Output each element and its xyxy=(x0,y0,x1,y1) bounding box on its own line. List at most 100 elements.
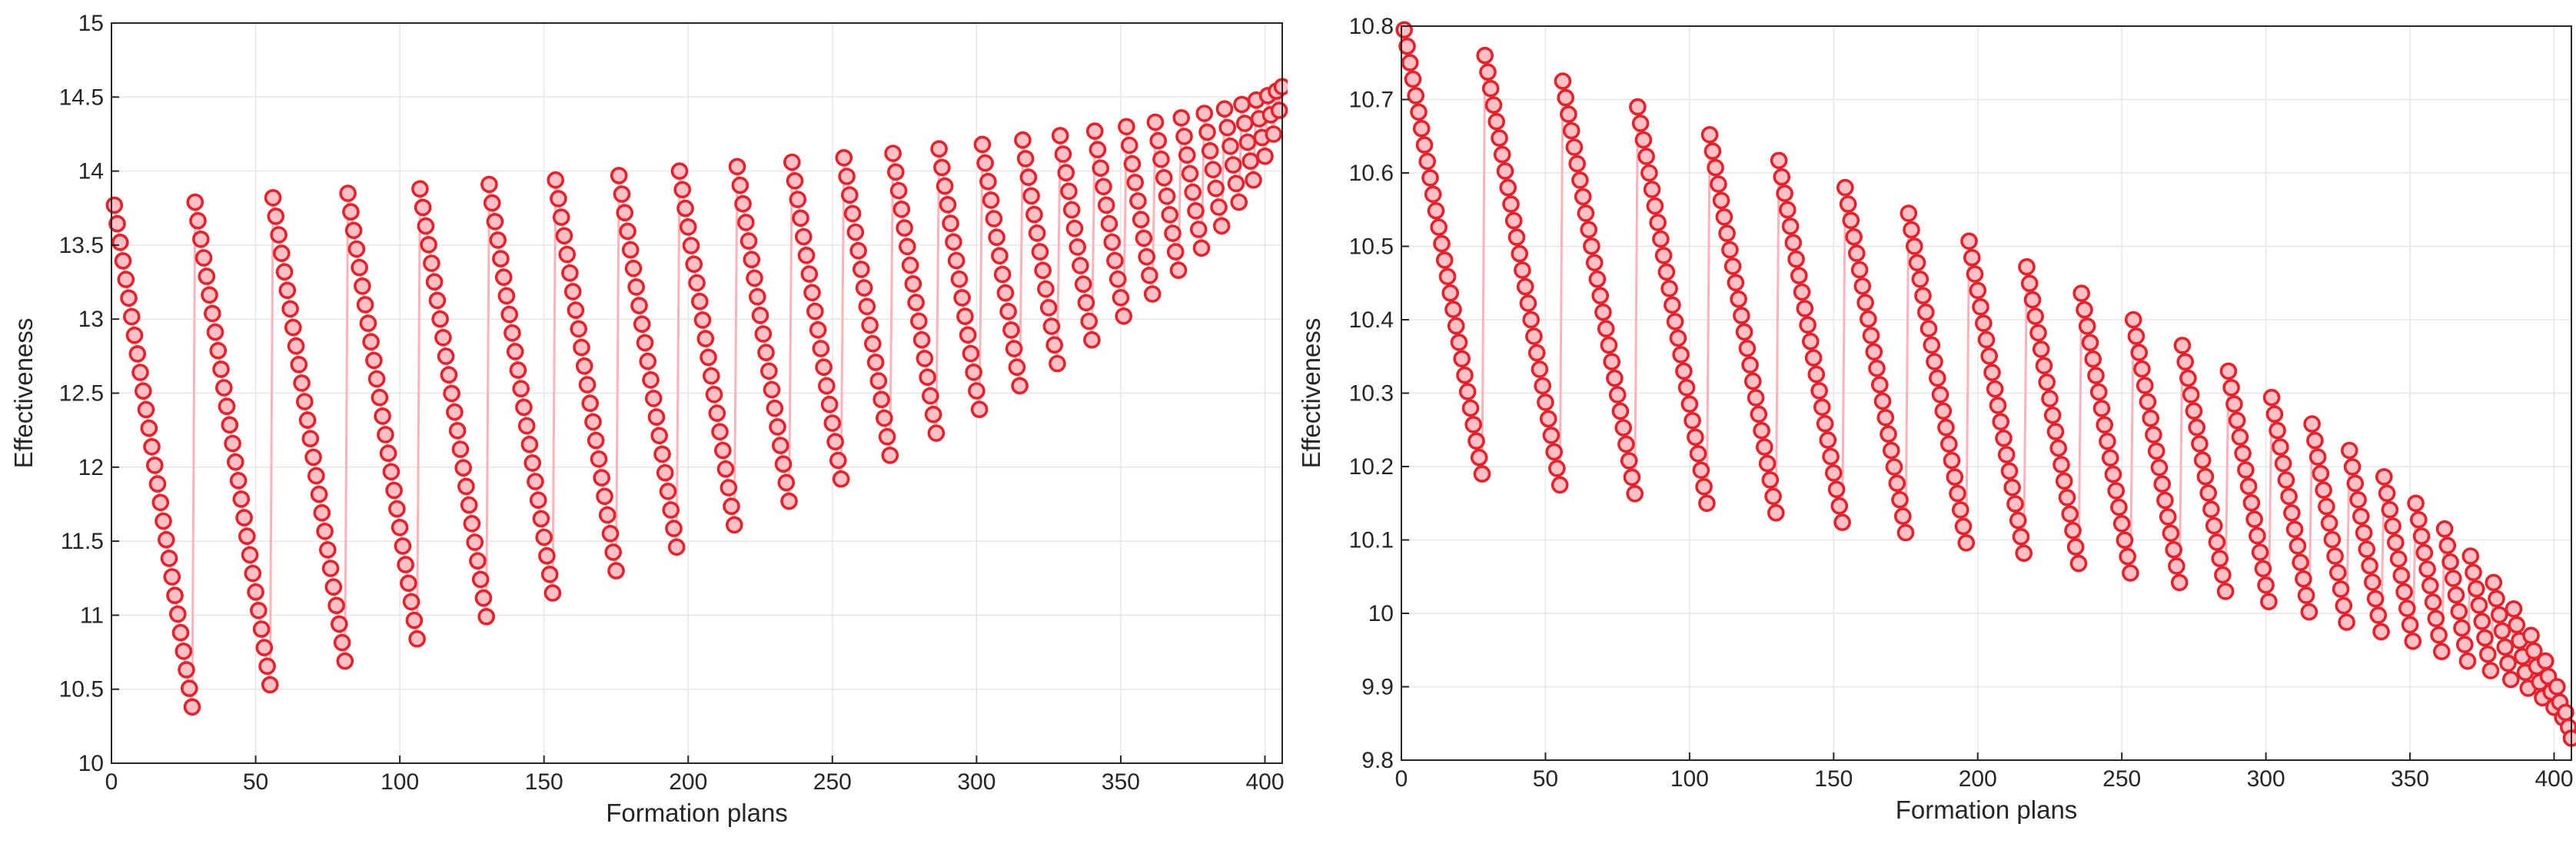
data-point xyxy=(270,226,288,244)
data-point xyxy=(1977,330,1996,349)
data-point xyxy=(2427,610,2445,628)
data-point xyxy=(653,445,671,463)
data-point xyxy=(901,256,919,274)
data-point xyxy=(1743,372,1762,390)
data-point xyxy=(1031,243,1049,261)
data-point xyxy=(1435,251,1454,269)
data-point xyxy=(1444,301,1462,318)
data-point xyxy=(1453,350,1471,368)
data-point xyxy=(2272,438,2289,456)
data-point xyxy=(1112,288,1130,307)
data-point xyxy=(754,325,773,343)
data-point xyxy=(318,541,337,559)
data-point xyxy=(191,230,210,248)
grid-lines xyxy=(111,22,1282,764)
data-point xyxy=(2499,654,2517,673)
data-point xyxy=(2407,494,2425,513)
data-point xyxy=(538,546,556,565)
data-point xyxy=(2069,554,2088,573)
data-point xyxy=(1158,188,1176,205)
data-point xyxy=(330,615,348,633)
data-point xyxy=(1926,353,1943,370)
data-point xyxy=(1534,377,1552,395)
data-point xyxy=(2456,636,2474,653)
y-tick-labels: 9.8 9.9 10 10.1 10.2 10.3 10.4 10.5 10.6 10.7 10.8 xyxy=(1349,14,1409,773)
data-point xyxy=(1481,79,1500,98)
data-point xyxy=(667,538,686,556)
data-point xyxy=(1695,477,1713,496)
data-point xyxy=(2525,642,2543,660)
data-point xyxy=(2412,527,2431,545)
data-point xyxy=(1560,105,1577,123)
data-point xyxy=(2064,521,2082,540)
data-point xyxy=(2415,543,2434,562)
data-point xyxy=(716,460,735,478)
data-point xyxy=(708,404,726,422)
effectiveness-chart-left: 0 50 100 150 200 250 300 350 400 1010.51111.5121… xyxy=(9,11,1288,827)
data-point xyxy=(1060,182,1078,201)
data-point xyxy=(1450,334,1468,351)
data-point xyxy=(1920,320,1938,337)
data-point xyxy=(815,358,833,377)
data-point xyxy=(561,264,579,282)
data-point xyxy=(2384,517,2401,535)
data-point xyxy=(2562,729,2576,747)
data-point xyxy=(181,679,198,697)
data-point xyxy=(950,270,969,288)
data-point xyxy=(656,463,674,482)
data-point xyxy=(512,380,530,398)
data-point xyxy=(1118,118,1135,136)
data-point xyxy=(2205,517,2223,535)
data-point xyxy=(365,351,383,370)
data-point xyxy=(264,188,282,207)
data-point xyxy=(2081,334,2099,352)
data-point xyxy=(2361,556,2378,575)
data-point xyxy=(1241,152,1259,170)
data-point xyxy=(740,232,758,250)
data-point xyxy=(2318,497,2335,516)
data-point xyxy=(1143,285,1162,303)
data-point xyxy=(249,601,268,619)
data-point xyxy=(930,140,948,158)
data-point xyxy=(2441,553,2459,571)
data-point xyxy=(1516,277,1534,296)
data-point xyxy=(1583,237,1600,255)
data-point xyxy=(2435,520,2454,538)
y-tick-label: 14 xyxy=(78,159,104,184)
x-tick-label: 300 xyxy=(957,769,995,795)
data-point xyxy=(1072,257,1089,274)
data-point xyxy=(1784,234,1803,252)
data-point xyxy=(2453,619,2471,637)
data-point xyxy=(2548,678,2566,696)
data-point xyxy=(2292,553,2309,572)
data-point xyxy=(1270,101,1288,119)
data-point xyxy=(1862,327,1880,344)
data-point xyxy=(786,172,804,190)
data-point xyxy=(2219,362,2238,380)
data-point xyxy=(1580,221,1598,239)
y-tick-label: 12 xyxy=(78,455,104,480)
data-point xyxy=(1577,204,1595,222)
data-point xyxy=(1522,311,1541,329)
data-point xyxy=(1666,313,1684,330)
data-point xyxy=(2041,390,2059,408)
data-point xyxy=(1178,146,1196,164)
data-point xyxy=(763,380,781,399)
data-point xyxy=(1149,131,1167,150)
data-point xyxy=(1212,217,1231,235)
data-point xyxy=(1914,287,1932,305)
data-point xyxy=(2352,507,2370,526)
data-point xyxy=(2176,353,2194,371)
data-point xyxy=(169,605,187,623)
data-point xyxy=(1002,321,1020,339)
data-point xyxy=(1764,487,1782,506)
data-point xyxy=(2046,423,2065,440)
data-point xyxy=(402,593,420,611)
x-tick-label: 250 xyxy=(2102,766,2141,792)
data-point xyxy=(2015,544,2033,563)
data-point xyxy=(175,642,193,660)
data-point xyxy=(659,482,677,500)
data-point xyxy=(1727,274,1745,292)
data-point xyxy=(155,512,172,530)
data-point xyxy=(2277,471,2295,489)
